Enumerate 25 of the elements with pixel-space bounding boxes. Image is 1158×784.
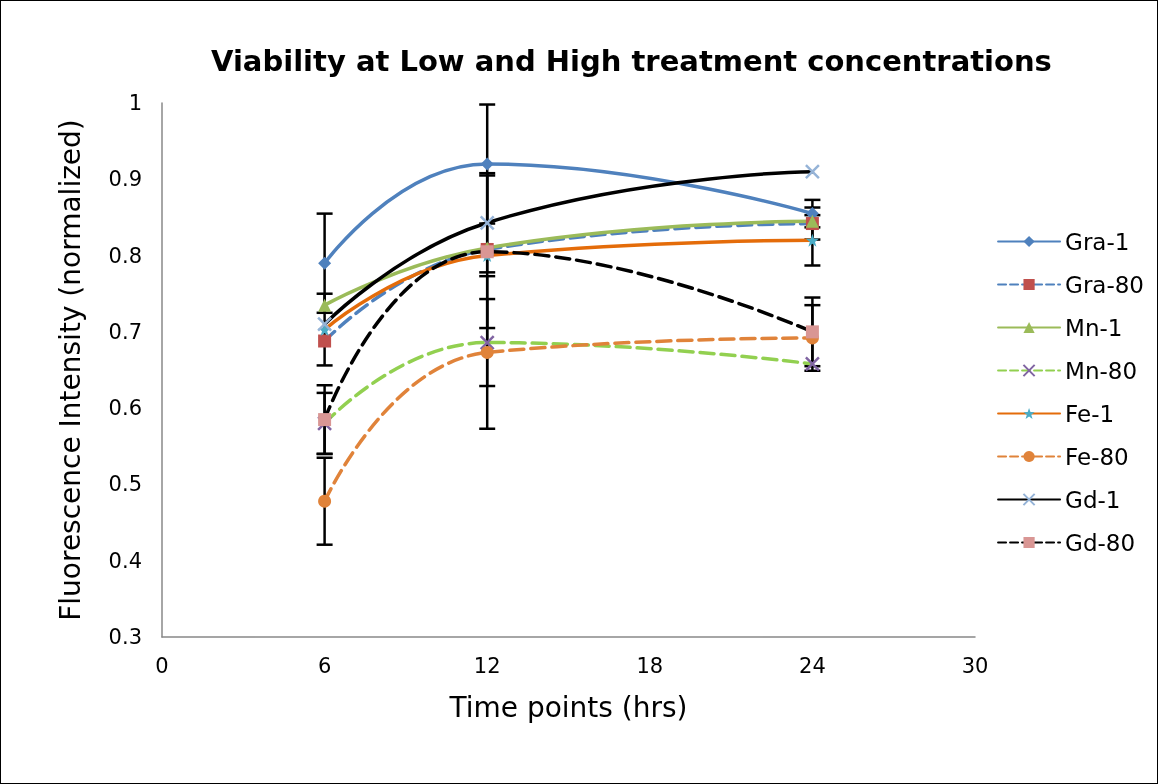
chart-title: Viability at Low and High treatment concentrations: [211, 43, 1052, 78]
legend-label: Mn-1: [1065, 314, 1123, 341]
legend-label: Gra-1: [1065, 228, 1130, 255]
legend-label: Mn-80: [1065, 357, 1138, 384]
legend-label: Gd-1: [1065, 486, 1121, 513]
x-tick-label: 30: [961, 653, 989, 678]
x-tick-label: 18: [636, 653, 664, 678]
legend-label: Gra-80: [1065, 271, 1145, 298]
x-axis-title: Time points (hrs): [448, 690, 688, 724]
x-tick-label: 6: [317, 653, 332, 678]
x-tick-label: 0: [155, 653, 169, 678]
y-axis-title: Fluorescence Intensity (normalized): [53, 119, 87, 621]
legend-label: Fe-80: [1065, 443, 1129, 470]
x-tick-label: 24: [799, 653, 826, 678]
y-tick-label: 0.7: [108, 319, 142, 344]
y-tick-label: 0.5: [108, 472, 142, 497]
y-tick-label: 0.6: [108, 396, 142, 421]
y-tick-label: 0.4: [108, 548, 142, 573]
y-tick-label: 1: [128, 91, 142, 115]
y-tick-label: 0.3: [108, 625, 142, 649]
x-tick-label: 12: [473, 653, 501, 678]
y-tick-label: 0.8: [108, 243, 142, 268]
y-tick-label: 0.9: [108, 167, 142, 192]
legend-label: Fe-1: [1065, 400, 1115, 427]
legend-label: Gd-80: [1065, 529, 1136, 556]
